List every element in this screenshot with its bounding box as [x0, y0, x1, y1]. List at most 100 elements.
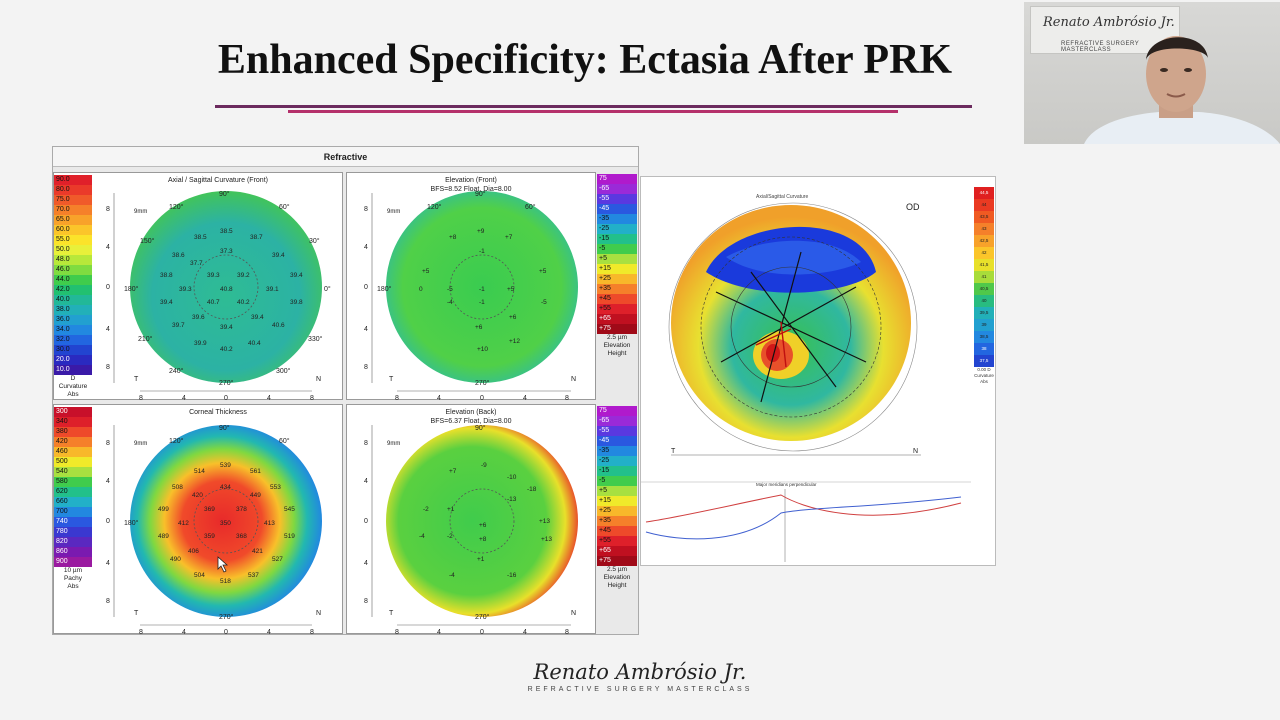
- svg-text:+13: +13: [539, 518, 550, 525]
- svg-text:30°: 30°: [309, 237, 320, 245]
- svg-text:8: 8: [395, 395, 399, 401]
- elevation-front-map: 8 4 0 4 8 8 4 0 4 8 T N 9mm 90° 120° 60°…: [364, 190, 578, 401]
- footer-logo: Renato Ambrósio Jr. REFRACTIVE SURGERY M…: [520, 660, 760, 708]
- svg-text:4: 4: [437, 395, 441, 401]
- svg-text:+10: +10: [477, 346, 488, 353]
- svg-text:-4: -4: [447, 299, 453, 306]
- svg-text:-4: -4: [419, 533, 425, 540]
- svg-text:300°: 300°: [276, 367, 291, 375]
- svg-text:527: 527: [272, 556, 283, 563]
- svg-text:40.8: 40.8: [220, 286, 233, 293]
- svg-text:270°: 270°: [475, 613, 490, 621]
- svg-text:38.7: 38.7: [250, 234, 263, 241]
- elevation-back-title: Elevation (Back) BFS=6.37 Float, Dia=8.00: [430, 409, 512, 425]
- svg-text:T: T: [134, 376, 139, 383]
- pachy-color-scale: 300 340 380 420 460 500 540 580 620 660 …: [54, 407, 92, 591]
- svg-text:4: 4: [364, 326, 368, 333]
- wall-sign-name: Renato Ambrósio Jr.: [1043, 15, 1175, 30]
- svg-text:+1: +1: [447, 506, 455, 513]
- footer-logo-subtitle: REFRACTIVE SURGERY MASTERCLASS: [527, 686, 753, 693]
- slide-title: Enhanced Specificity: Ectasia After PRK: [217, 37, 953, 83]
- svg-text:N: N: [571, 376, 576, 383]
- svg-text:378: 378: [236, 506, 247, 513]
- svg-text:4: 4: [182, 395, 186, 401]
- svg-text:38.8: 38.8: [160, 272, 173, 279]
- svg-text:8: 8: [364, 206, 368, 213]
- svg-text:561: 561: [250, 468, 261, 475]
- svg-text:4: 4: [523, 629, 527, 635]
- axial-curvature-map: 8 4 0 4 8 8 4 0 4 8 T N 9mm 90° 120° 60°…: [106, 190, 331, 401]
- svg-text:4: 4: [106, 326, 110, 333]
- svg-text:4: 4: [523, 395, 527, 401]
- svg-text:39.4: 39.4: [251, 314, 264, 321]
- svg-text:39.4: 39.4: [272, 252, 285, 259]
- elevation-color-scale-top: 75 -65 -55 -45 -35 -25 -15 -5 +5 +15 +25…: [597, 174, 637, 358]
- svg-text:60°: 60°: [525, 203, 536, 211]
- title-underline: [215, 105, 972, 108]
- svg-text:40.2: 40.2: [220, 346, 233, 353]
- svg-text:8: 8: [364, 364, 368, 371]
- svg-text:40.4: 40.4: [248, 340, 261, 347]
- svg-text:350: 350: [220, 520, 231, 527]
- svg-text:8: 8: [364, 598, 368, 605]
- svg-text:120°: 120°: [169, 203, 184, 211]
- svg-text:N: N: [316, 610, 321, 617]
- svg-text:T: T: [389, 376, 394, 383]
- svg-text:39.3: 39.3: [207, 272, 220, 279]
- svg-text:412: 412: [178, 520, 189, 527]
- svg-text:39.7: 39.7: [172, 322, 185, 329]
- svg-text:9mm: 9mm: [134, 441, 147, 447]
- svg-text:545: 545: [284, 506, 295, 513]
- svg-text:406: 406: [188, 548, 199, 555]
- svg-text:0°: 0°: [324, 285, 331, 293]
- svg-text:9mm: 9mm: [134, 209, 147, 215]
- svg-text:+5: +5: [422, 268, 430, 275]
- svg-text:120°: 120°: [427, 203, 442, 211]
- svg-text:0: 0: [364, 284, 368, 291]
- svg-text:421: 421: [252, 548, 263, 555]
- svg-text:38.6: 38.6: [172, 252, 185, 259]
- svg-text:368: 368: [236, 533, 247, 540]
- svg-text:+13: +13: [541, 536, 552, 543]
- svg-text:413: 413: [264, 520, 275, 527]
- svg-text:+8: +8: [479, 536, 487, 543]
- right-topography-map: T N Major meridians perpendicular: [641, 202, 971, 562]
- svg-text:+8: +8: [449, 234, 457, 241]
- axial-curvature-title: Axial / Sagittal Curvature (Front): [168, 177, 268, 184]
- svg-text:539: 539: [220, 462, 231, 469]
- svg-text:150°: 150°: [140, 237, 155, 245]
- svg-text:90°: 90°: [475, 190, 486, 198]
- svg-text:504: 504: [194, 572, 205, 579]
- svg-text:+7: +7: [449, 468, 457, 475]
- svg-text:8: 8: [364, 440, 368, 447]
- svg-text:0: 0: [224, 629, 228, 635]
- svg-text:37.7: 37.7: [190, 260, 203, 267]
- elevation-color-scale-bottom: 75 -65 -55 -45 -35 -25 -15 -5 +5 +15 +25…: [597, 406, 637, 590]
- svg-text:0: 0: [106, 518, 110, 525]
- svg-text:-1: -1: [479, 248, 485, 255]
- svg-text:40.2: 40.2: [237, 299, 250, 306]
- webcam-video: Renato Ambrósio Jr. REFRACTIVE SURGERY M…: [1024, 2, 1280, 144]
- svg-text:+6: +6: [475, 324, 483, 331]
- profile-title: Major meridians perpendicular: [756, 482, 817, 487]
- svg-text:N: N: [316, 376, 321, 383]
- svg-text:499: 499: [158, 506, 169, 513]
- svg-text:4: 4: [364, 244, 368, 251]
- pentacam-header: Refractive: [53, 147, 638, 167]
- svg-text:90°: 90°: [219, 190, 230, 198]
- svg-text:-2: -2: [447, 533, 453, 540]
- wall-sign-subtitle: REFRACTIVE SURGERY MASTERCLASS: [1061, 41, 1140, 53]
- svg-text:270°: 270°: [219, 613, 234, 621]
- svg-text:+12: +12: [509, 338, 520, 345]
- svg-text:8: 8: [106, 206, 110, 213]
- svg-text:120°: 120°: [169, 437, 184, 445]
- svg-text:8: 8: [106, 598, 110, 605]
- axial-curvature-panel: 90.0 80.0 75.0 70.0 65.0 60.0 55.0 50.0 …: [53, 172, 343, 401]
- svg-text:8: 8: [106, 440, 110, 447]
- svg-text:T: T: [671, 448, 676, 455]
- svg-text:+5: +5: [507, 286, 515, 293]
- svg-text:-1: -1: [479, 286, 485, 293]
- svg-text:4: 4: [364, 560, 368, 567]
- svg-text:180°: 180°: [377, 285, 392, 293]
- svg-text:N: N: [913, 448, 918, 455]
